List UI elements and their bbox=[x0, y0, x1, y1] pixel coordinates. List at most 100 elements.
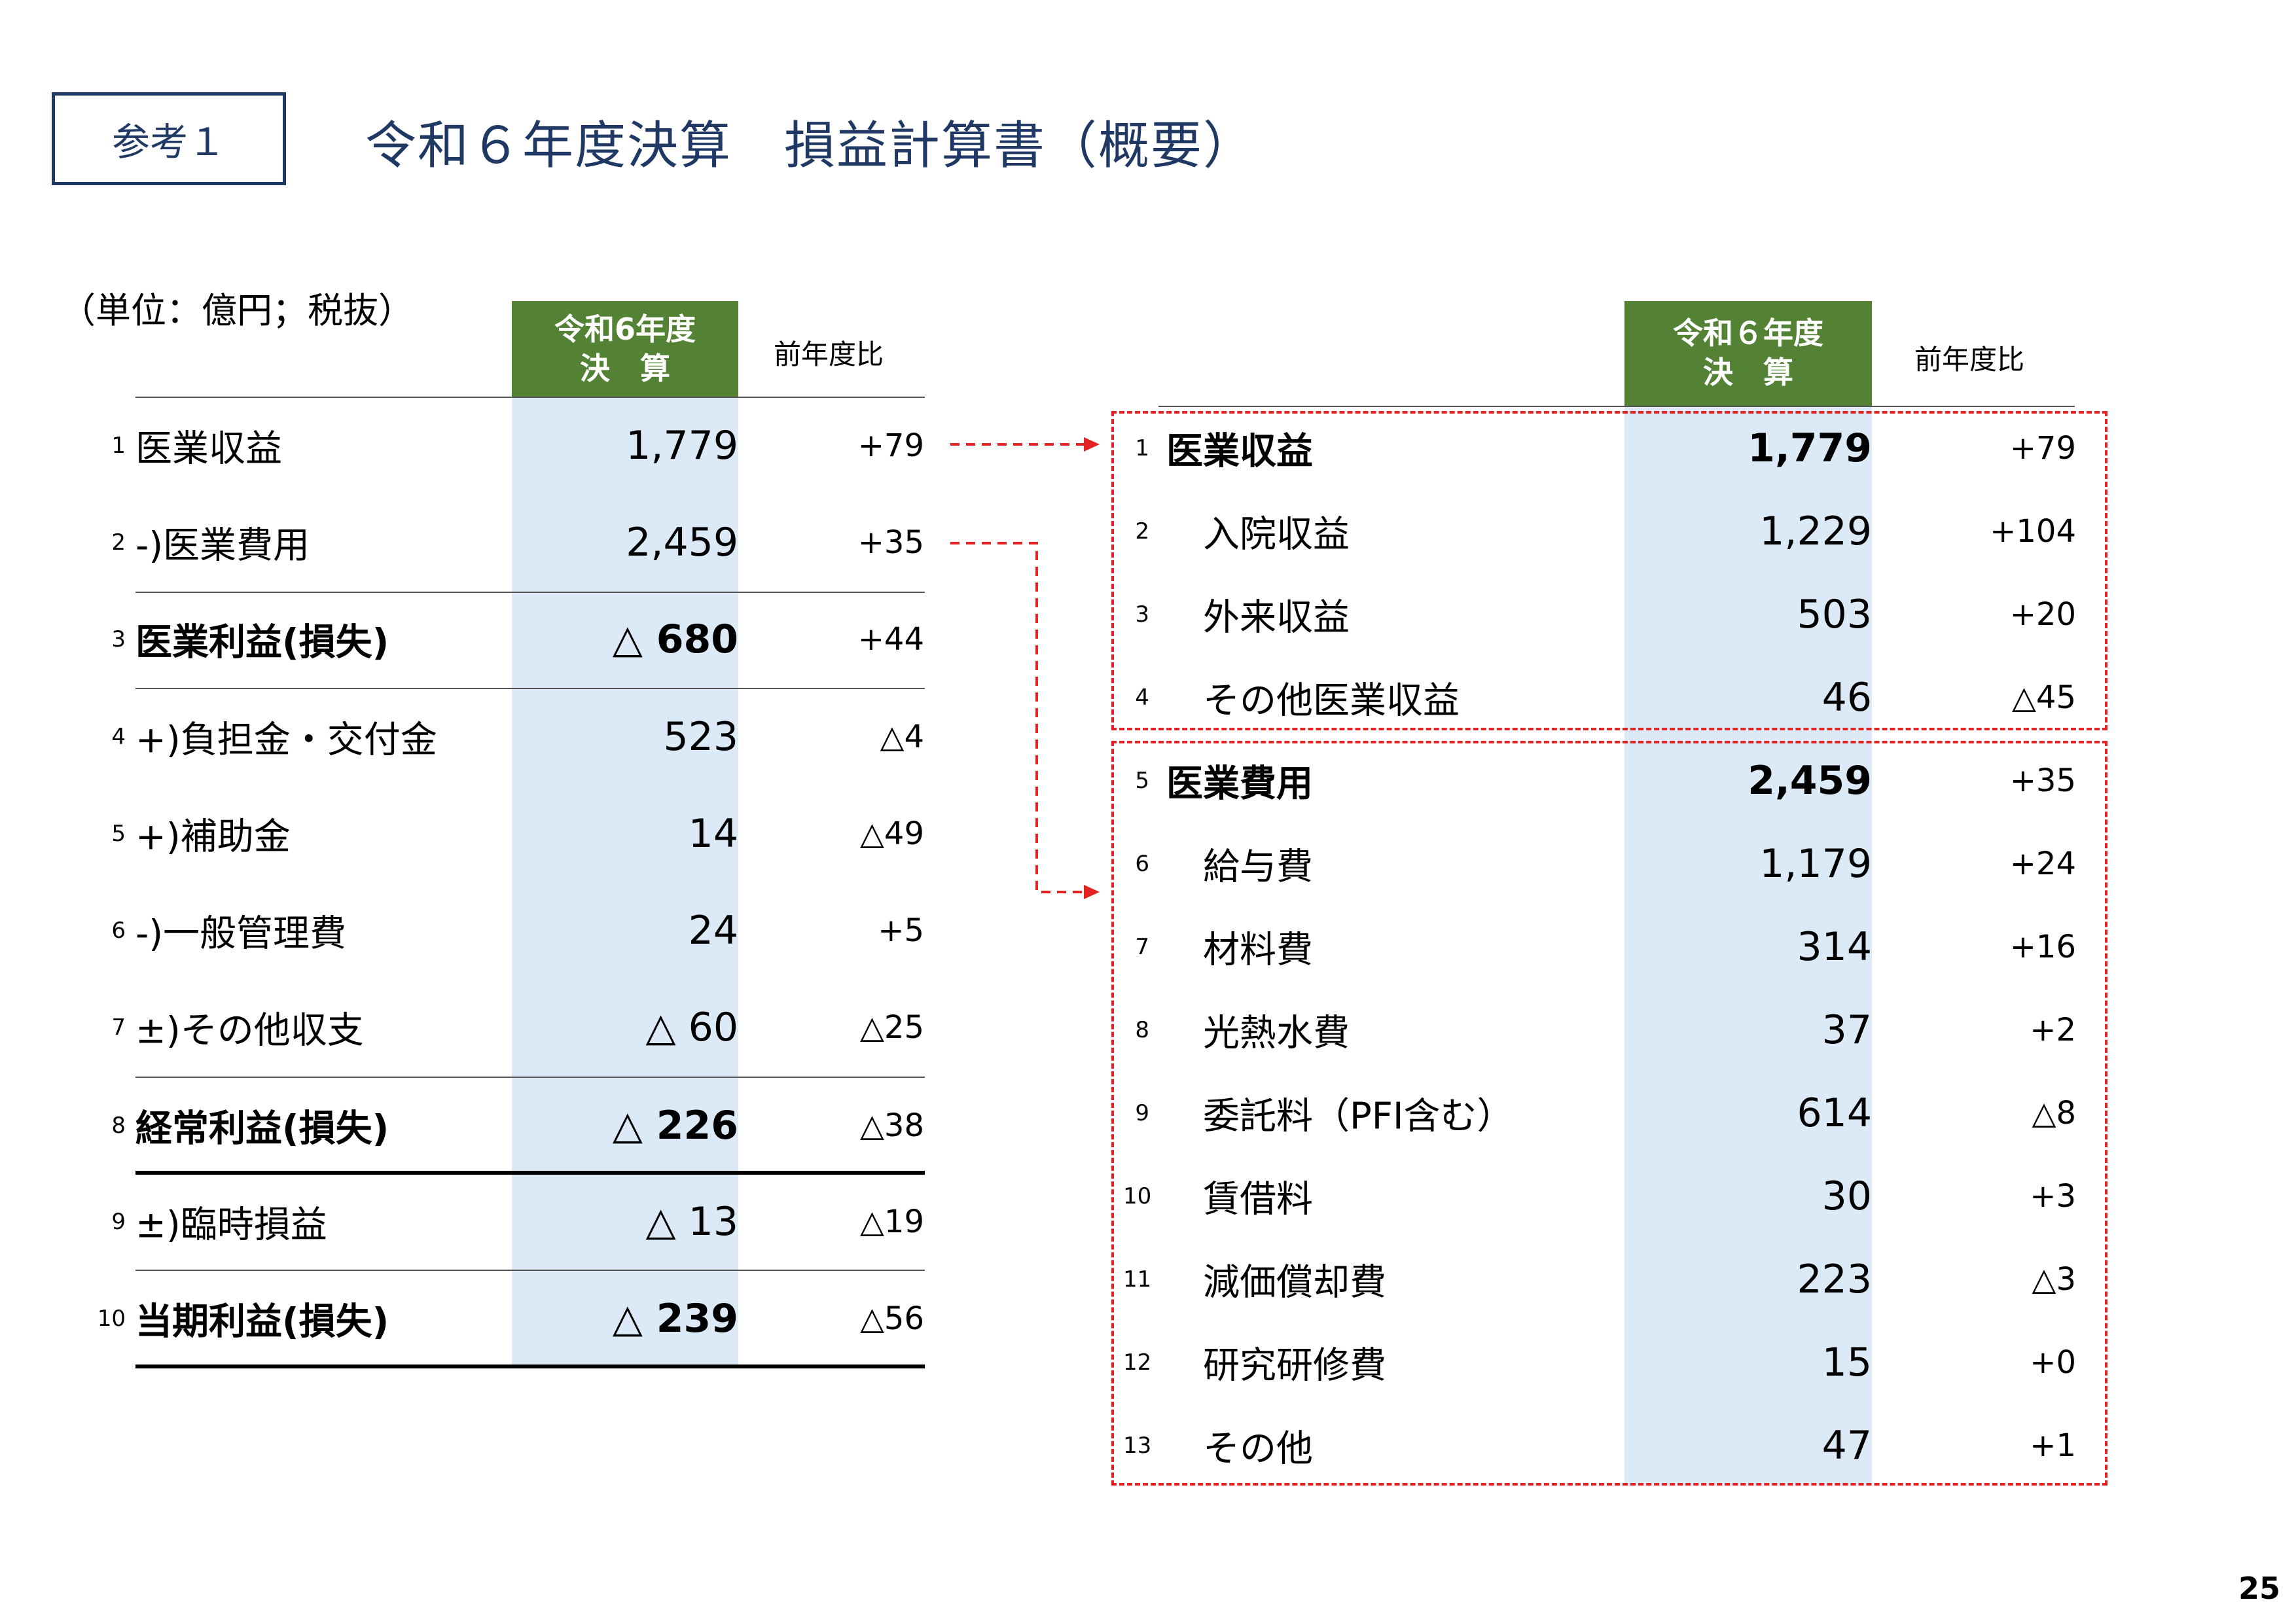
right-row: 1 医業収益 1,779 +79 bbox=[0, 408, 2296, 488]
right-row-value: 314 bbox=[1797, 924, 1872, 970]
right-column-header-line2: 決 算 bbox=[1703, 355, 1793, 390]
right-row-diff: +79 bbox=[2009, 430, 2076, 467]
left-row: 7 ±)その他収支 △ 60 △25 bbox=[0, 980, 2296, 1075]
right-row-diff: △3 bbox=[2032, 1261, 2076, 1298]
left-row: 10 当期利益(損失) △ 239 △56 bbox=[0, 1271, 2296, 1366]
arrow-expense bbox=[950, 542, 1100, 899]
right-row-label: 医業費用 bbox=[1166, 762, 1313, 806]
right-row-number: 5 bbox=[1135, 768, 1149, 794]
left-row-value: 24 bbox=[688, 907, 738, 954]
right-row: 4 その他医業収益 46 △45 bbox=[0, 658, 2296, 738]
left-row-value: 523 bbox=[663, 713, 738, 760]
left-row-value: △ 226 bbox=[612, 1102, 738, 1149]
left-row-number: 1 bbox=[111, 432, 126, 459]
right-row-value: 1,229 bbox=[1759, 508, 1872, 554]
left-row-number: 6 bbox=[111, 917, 126, 944]
left-row-diff: △49 bbox=[860, 815, 924, 852]
left-row-label: 当期利益(損失) bbox=[135, 1300, 389, 1343]
right-row-diff: +24 bbox=[2009, 846, 2076, 882]
left-row: 4 +)負担金・交付金 523 △4 bbox=[0, 689, 2296, 784]
right-row-value: 47 bbox=[1821, 1423, 1872, 1469]
left-row-diff: △4 bbox=[880, 718, 924, 755]
left-row-number: 2 bbox=[111, 529, 126, 556]
right-row-diff: +3 bbox=[2030, 1178, 2076, 1215]
left-row: 5 +)補助金 14 △49 bbox=[0, 786, 2296, 881]
left-row-diff: △38 bbox=[860, 1107, 924, 1144]
right-header-rule bbox=[1158, 406, 2075, 407]
left-row-label: -)医業費用 bbox=[135, 524, 310, 567]
right-row-value: 37 bbox=[1821, 1007, 1872, 1053]
right-row-label: 委託料（PFI含む） bbox=[1203, 1095, 1514, 1138]
left-row-label: 医業利益(損失) bbox=[135, 621, 389, 664]
right-row-value: 1,779 bbox=[1748, 425, 1872, 471]
right-row-label: 光熱水費 bbox=[1203, 1012, 1350, 1055]
right-row: 10 賃借料 30 +3 bbox=[0, 1156, 2296, 1236]
left-row-label: +)負担金・交付金 bbox=[135, 719, 437, 761]
right-row-label: 減価償却費 bbox=[1203, 1261, 1386, 1304]
left-rule-after-row8 bbox=[135, 1171, 925, 1175]
right-row-label: その他医業収益 bbox=[1203, 679, 1460, 722]
unit-note: （単位：億円；税抜） bbox=[60, 290, 414, 331]
right-row-value: 1,179 bbox=[1759, 841, 1872, 887]
right-row-number: 10 bbox=[1123, 1183, 1152, 1209]
right-row-number: 12 bbox=[1123, 1349, 1152, 1376]
left-diff-header: 前年度比 bbox=[774, 338, 884, 370]
left-row-label: +)補助金 bbox=[135, 815, 291, 858]
left-row-value: △ 680 bbox=[612, 616, 738, 662]
right-row-number: 4 bbox=[1135, 685, 1149, 711]
right-row-value: 223 bbox=[1797, 1257, 1872, 1302]
right-row-diff: +104 bbox=[1990, 513, 2076, 550]
left-row-diff: +79 bbox=[857, 427, 924, 464]
right-row-value: 46 bbox=[1821, 675, 1872, 721]
left-row: 9 ±)臨時損益 △ 13 △19 bbox=[0, 1174, 2296, 1269]
left-row: 3 医業利益(損失) △ 680 +44 bbox=[0, 592, 2296, 687]
right-row-diff: +35 bbox=[2009, 762, 2076, 799]
left-rule-after-row9 bbox=[135, 1270, 925, 1271]
left-row-label: -)一般管理費 bbox=[135, 912, 347, 955]
left-row-label: ±)その他収支 bbox=[135, 1009, 364, 1052]
right-row: 2 入院収益 1,229 +104 bbox=[0, 491, 2296, 571]
left-column-header: 令和6年度 決 算 bbox=[512, 301, 738, 398]
expense-breakdown-box bbox=[1111, 741, 2108, 1486]
right-row-label: 給与費 bbox=[1203, 846, 1313, 889]
left-row-diff: +44 bbox=[857, 620, 924, 658]
right-row: 8 光熱水費 37 +2 bbox=[0, 990, 2296, 1070]
right-row-label: 入院収益 bbox=[1203, 513, 1350, 556]
right-row-number: 9 bbox=[1135, 1100, 1149, 1126]
left-row-diff: △56 bbox=[860, 1300, 924, 1337]
left-row-value: 14 bbox=[688, 810, 738, 857]
arrow-revenue bbox=[950, 437, 1100, 452]
left-value-column bbox=[512, 301, 738, 1368]
right-row-number: 8 bbox=[1135, 1017, 1149, 1043]
left-row-value: 2,459 bbox=[626, 519, 738, 565]
page-number: 25 bbox=[2238, 1571, 2280, 1606]
right-row-value: 614 bbox=[1797, 1090, 1872, 1136]
right-row-number: 6 bbox=[1135, 851, 1149, 877]
right-row: 13 その他 47 +1 bbox=[0, 1406, 2296, 1486]
left-header-rule bbox=[135, 397, 925, 398]
right-row: 12 研究研修費 15 +0 bbox=[0, 1323, 2296, 1402]
left-row-diff: +5 bbox=[878, 912, 924, 949]
right-row-value: 30 bbox=[1821, 1173, 1872, 1219]
right-row-diff: △45 bbox=[2012, 679, 2076, 716]
left-row-value: △ 13 bbox=[645, 1198, 738, 1245]
right-row-diff: +16 bbox=[2009, 929, 2076, 965]
right-row-diff: △8 bbox=[2032, 1095, 2076, 1132]
left-row-value: △ 60 bbox=[645, 1004, 738, 1050]
left-rule-after-row3 bbox=[135, 688, 925, 689]
left-row-diff: △19 bbox=[860, 1203, 924, 1240]
left-row: 1 医業収益 1,779 +79 bbox=[0, 398, 2296, 493]
right-row-number: 3 bbox=[1135, 601, 1149, 628]
right-column-header: 令和６年度 決 算 bbox=[1624, 301, 1872, 406]
left-row-label: 経常利益(損失) bbox=[135, 1107, 389, 1150]
right-row-number: 13 bbox=[1123, 1433, 1152, 1459]
left-row-diff: △25 bbox=[860, 1008, 924, 1046]
left-rule-after-row7 bbox=[135, 1077, 925, 1078]
right-row: 11 減価償却費 223 △3 bbox=[0, 1240, 2296, 1319]
left-row-label: ±)臨時損益 bbox=[135, 1204, 327, 1246]
left-row-number: 7 bbox=[111, 1014, 126, 1041]
left-row-number: 5 bbox=[111, 820, 126, 847]
right-row-diff: +0 bbox=[2030, 1344, 2076, 1381]
right-row: 7 材料費 314 +16 bbox=[0, 907, 2296, 987]
